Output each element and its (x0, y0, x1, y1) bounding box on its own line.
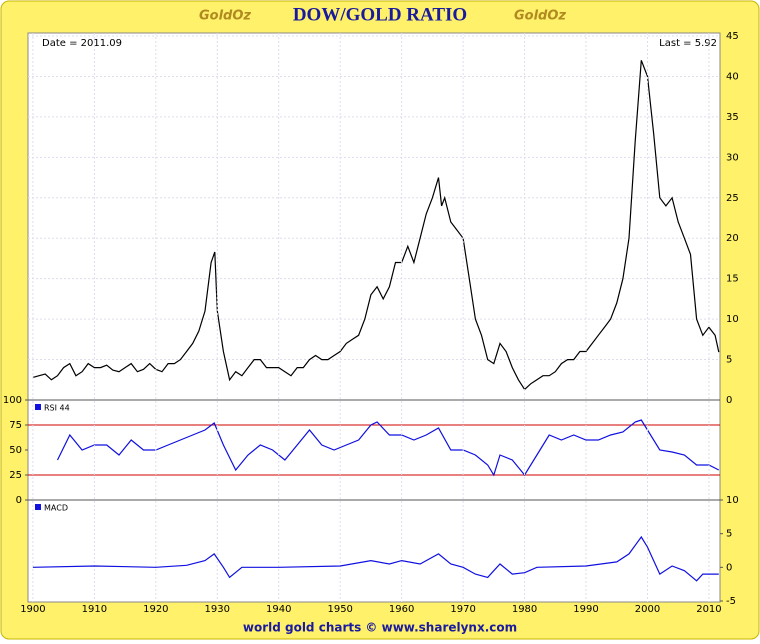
y-tick-label: 15 (726, 274, 739, 285)
y-tick-label: -5 (726, 596, 736, 607)
annotation: Last = 5.92 (659, 38, 717, 49)
y-tick-label: 45 (726, 31, 739, 42)
y-tick-label: 50 (9, 445, 22, 456)
title: DOW/GOLD RATIO (293, 4, 467, 25)
x-tick-label: 1910 (82, 604, 107, 615)
legend-label: MACD (44, 504, 68, 513)
annotation: Date = 2011.09 (42, 38, 122, 49)
legend-swatch (35, 504, 41, 510)
y-tick-label: 0 (726, 562, 732, 573)
logo: GoldOz (514, 9, 566, 24)
y-tick-label: 5 (726, 355, 732, 366)
y-tick-label: 10 (726, 495, 739, 506)
x-tick-label: 2010 (696, 604, 721, 615)
series-line (32, 60, 720, 391)
y-tick-label: 5 (726, 529, 732, 540)
x-tick-label: 1980 (512, 604, 537, 615)
footer: world gold charts © www.sharelynx.com (243, 621, 517, 635)
y-tick-label: 35 (726, 112, 739, 123)
x-tick-label: 1990 (573, 604, 598, 615)
y-tick-label: 10 (726, 314, 739, 325)
y-tick-label: 0 (16, 495, 22, 506)
y-tick-label: 100 (3, 395, 22, 406)
y-tick-label: 25 (9, 470, 22, 481)
x-tick-label: 1900 (20, 604, 45, 615)
legend-swatch (35, 404, 41, 410)
y-tick-label: 0 (726, 395, 732, 406)
y-tick-label: 20 (726, 233, 739, 244)
x-tick-label: 1960 (389, 604, 414, 615)
series-line (56, 419, 720, 477)
legend-label: RSI 44 (44, 404, 70, 413)
y-tick-label: 30 (726, 152, 739, 163)
x-tick-label: 1920 (143, 604, 168, 615)
series-line (32, 535, 719, 582)
y-tick-label: 40 (726, 71, 739, 82)
x-tick-label: 1950 (327, 604, 352, 615)
x-tick-label: 2000 (635, 604, 660, 615)
x-tick-label: 1930 (205, 604, 230, 615)
y-tick-label: 75 (9, 420, 22, 431)
plot-area (27, 32, 721, 603)
logo: GoldOz (199, 9, 251, 24)
x-tick-label: 1940 (266, 604, 291, 615)
y-tick-label: 25 (726, 193, 739, 204)
x-tick-label: 1970 (450, 604, 475, 615)
